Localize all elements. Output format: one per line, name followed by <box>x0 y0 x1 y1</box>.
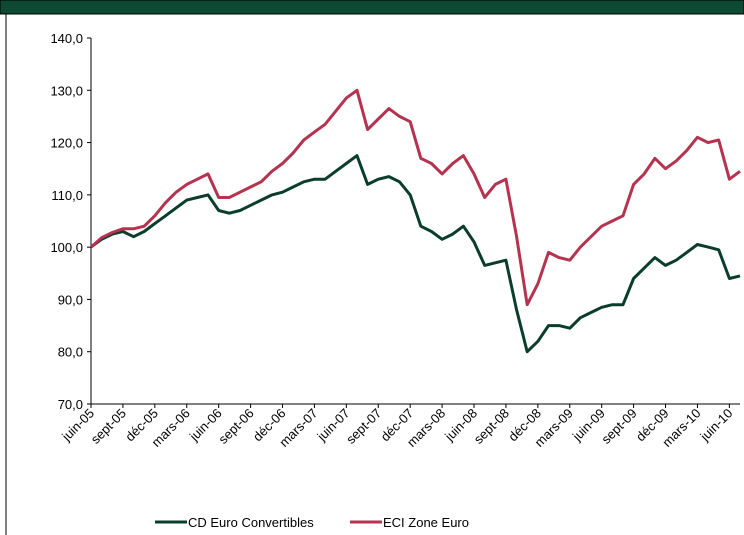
x-tick-label: sept-08 <box>471 406 512 447</box>
y-tick-label: 120,0 <box>50 136 83 151</box>
y-tick-label: 110,0 <box>51 188 83 203</box>
legend-label: CD Euro Convertibles <box>188 515 314 530</box>
y-tick-label: 140,0 <box>50 31 83 46</box>
legend-label: ECI Zone Euro <box>383 515 469 530</box>
x-tick-label: sept-09 <box>598 406 639 447</box>
y-tick-label: 130,0 <box>50 83 83 98</box>
y-tick-label: 80,0 <box>58 345 83 360</box>
x-tick-label: sept-06 <box>215 406 256 447</box>
series-line <box>90 88 741 307</box>
header-band <box>0 0 744 15</box>
y-tick-label: 100,0 <box>50 240 83 255</box>
x-tick-label: sept-05 <box>88 406 129 447</box>
y-tick-label: 70,0 <box>58 397 83 412</box>
x-tick-label: sept-07 <box>343 406 384 447</box>
series-line <box>90 154 741 354</box>
y-tick-label: 90,0 <box>58 292 83 307</box>
x-tick-label: juin-10 <box>697 406 736 445</box>
